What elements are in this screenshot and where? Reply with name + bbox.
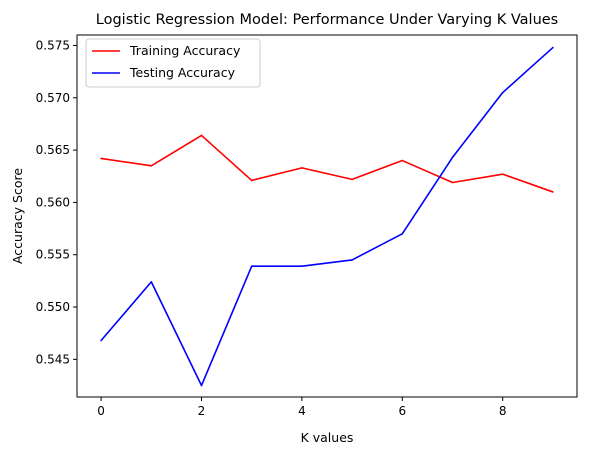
x-tick-label: 4 [298, 404, 306, 418]
training-accuracy-point [150, 164, 153, 167]
testing-accuracy-point [250, 265, 253, 268]
series-lines [100, 46, 554, 387]
legend-box [85, 38, 261, 88]
training-accuracy-point [301, 167, 303, 169]
y-tick-label: 0.560 [36, 195, 70, 209]
x-axis-label: K values [301, 430, 354, 445]
testing-accuracy-point [301, 265, 303, 268]
y-tick-label: 0.550 [36, 300, 70, 314]
y-tick-label: 0.555 [36, 248, 70, 262]
training-accuracy-point [200, 134, 203, 137]
testing-accuracy-point [351, 259, 353, 261]
training-accuracy-point [100, 157, 102, 160]
legend: Training Accuracy Testing Accuracy [85, 38, 261, 88]
x-axis: 0 2 4 6 8 [97, 397, 507, 418]
training-accuracy-line [100, 134, 554, 193]
x-tick-label: 6 [398, 404, 406, 418]
testing-accuracy-point [552, 46, 554, 49]
testing-accuracy-line [100, 46, 554, 387]
testing-accuracy-point [501, 91, 504, 94]
x-tick-label: 0 [97, 404, 105, 418]
y-tick-label: 0.570 [36, 91, 70, 105]
testing-accuracy-point [150, 281, 153, 283]
training-accuracy-point [501, 173, 504, 175]
testing-accuracy-point [200, 384, 203, 387]
training-accuracy-point [351, 178, 353, 181]
legend-label-training: Training Accuracy [129, 43, 241, 58]
testing-accuracy-point [451, 156, 454, 159]
y-tick-label: 0.565 [36, 143, 70, 157]
x-tick-label: 8 [499, 404, 507, 418]
chart-title: Logistic Regression Model: Performance U… [96, 12, 558, 28]
plot-area [76, 34, 578, 398]
x-tick-label: 2 [198, 404, 206, 418]
y-axis-label: Accuracy Score [10, 168, 25, 264]
training-accuracy-point [552, 191, 554, 193]
training-accuracy-point [451, 181, 454, 184]
y-tick-label: 0.575 [36, 38, 70, 52]
y-axis: 0.545 0.550 0.555 0.560 0.565 0.570 0.575 [36, 38, 77, 366]
legend-label-testing: Testing Accuracy [129, 65, 236, 80]
training-accuracy-point [401, 159, 404, 162]
testing-accuracy-point [401, 232, 404, 235]
testing-accuracy-point [100, 339, 102, 342]
y-tick-label: 0.545 [36, 352, 70, 366]
training-accuracy-point [250, 179, 253, 182]
